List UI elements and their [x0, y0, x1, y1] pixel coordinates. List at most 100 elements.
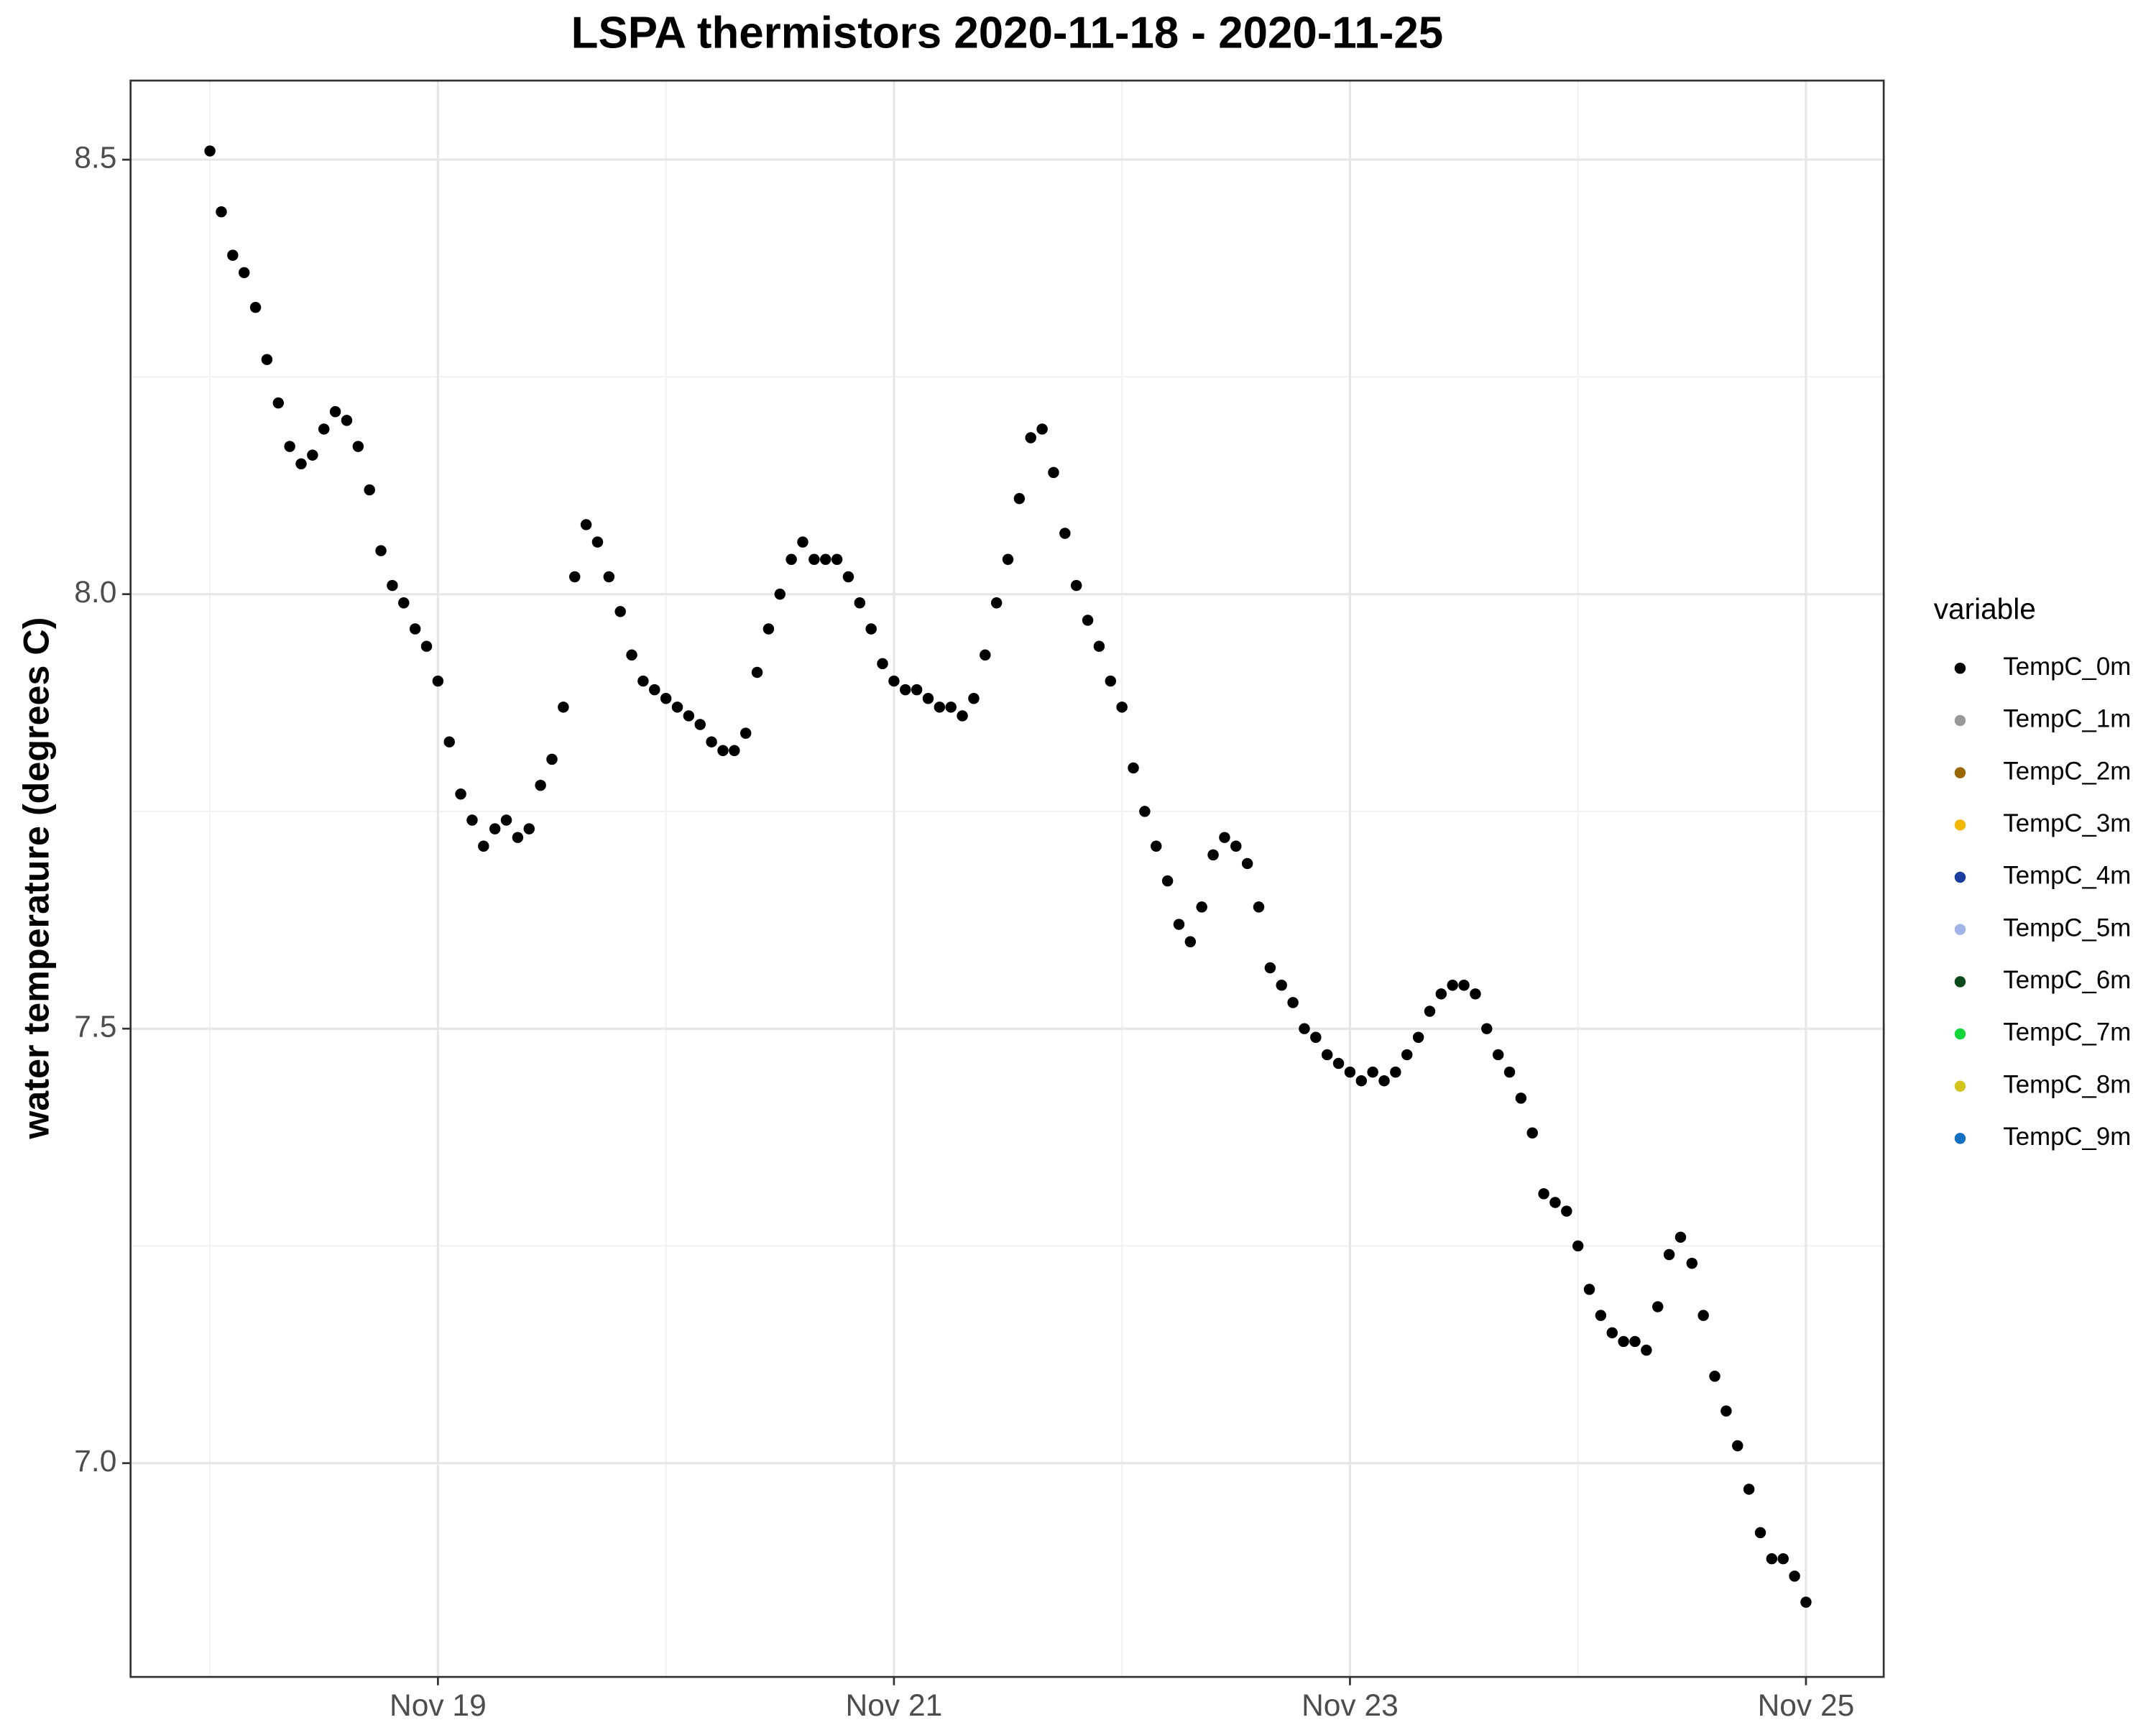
data-point	[398, 597, 410, 609]
x-tick-label: Nov 21	[846, 1689, 943, 1723]
data-point	[364, 484, 375, 496]
data-point	[865, 623, 877, 635]
data-point	[216, 206, 227, 218]
data-point	[1412, 1031, 1424, 1043]
legend-label: TempC_9m	[2003, 1123, 2131, 1151]
legend-marker	[1954, 976, 1966, 988]
data-point	[1515, 1092, 1527, 1104]
data-point	[1606, 1327, 1618, 1339]
data-point	[1435, 988, 1447, 1000]
data-point	[1116, 702, 1128, 713]
data-point	[227, 249, 239, 261]
data-point	[1013, 492, 1026, 505]
data-point	[888, 675, 900, 687]
data-point	[1207, 849, 1219, 861]
data-point	[1503, 1066, 1516, 1078]
data-point	[1378, 1075, 1390, 1087]
data-point	[1196, 901, 1207, 913]
data-point	[922, 693, 934, 704]
data-point	[1401, 1049, 1413, 1061]
data-point	[990, 597, 1003, 609]
data-point	[249, 301, 262, 313]
legend-marker	[1954, 924, 1966, 935]
legend-label: TempC_6m	[2003, 967, 2131, 994]
legend-title: variable	[1934, 592, 2036, 625]
data-point	[1766, 1552, 1778, 1565]
data-point	[1367, 1066, 1378, 1078]
data-point	[1549, 1197, 1561, 1208]
data-point	[763, 623, 775, 635]
data-point	[683, 710, 695, 722]
legend-label: TempC_1m	[2003, 706, 2131, 733]
legend-label: TempC_5m	[2003, 914, 2131, 942]
data-point	[1789, 1570, 1800, 1582]
data-point	[261, 354, 273, 365]
data-point	[1128, 762, 1139, 774]
data-point	[740, 727, 752, 739]
y-tick-label: 8.0	[74, 576, 116, 610]
data-point	[1663, 1248, 1675, 1261]
legend-label: TempC_0m	[2003, 653, 2131, 681]
data-point	[512, 832, 524, 843]
legend-label: TempC_4m	[2003, 862, 2131, 890]
data-point	[352, 441, 364, 452]
data-point	[1720, 1405, 1732, 1417]
data-point	[1651, 1301, 1664, 1312]
y-axis-label: water temperature (degrees C)	[16, 617, 56, 1140]
data-point	[284, 441, 295, 452]
data-point	[387, 579, 398, 592]
data-point	[591, 536, 604, 548]
data-point	[603, 571, 615, 583]
x-tick-label: Nov 23	[1302, 1689, 1399, 1723]
data-point	[1048, 466, 1059, 479]
legend-marker	[1954, 1028, 1966, 1040]
data-point	[558, 702, 569, 713]
data-point	[626, 649, 637, 661]
plot-border	[129, 79, 1885, 1678]
data-point	[1184, 936, 1197, 948]
data-point	[1526, 1127, 1538, 1138]
data-point	[694, 719, 706, 730]
data-point	[1595, 1310, 1607, 1321]
data-point	[1572, 1240, 1584, 1252]
legend-label: TempC_3m	[2003, 810, 2131, 837]
data-point	[774, 588, 786, 600]
data-point	[1173, 919, 1185, 930]
data-point	[1629, 1335, 1641, 1348]
data-point	[318, 423, 330, 435]
data-point	[1777, 1552, 1789, 1565]
data-point	[420, 640, 433, 652]
data-point	[1390, 1066, 1401, 1078]
data-point	[1618, 1335, 1629, 1348]
data-point	[478, 840, 489, 852]
data-point	[729, 745, 740, 757]
data-point	[1070, 579, 1082, 592]
data-point	[1754, 1527, 1766, 1539]
data-point	[945, 702, 957, 713]
data-point	[1561, 1205, 1572, 1217]
data-point	[717, 745, 729, 757]
data-point	[1230, 840, 1242, 852]
data-point	[1447, 979, 1458, 991]
data-point	[1287, 997, 1299, 1008]
data-point	[1299, 1023, 1310, 1034]
data-point	[1424, 1006, 1436, 1017]
data-point	[1458, 979, 1470, 991]
data-point	[1036, 423, 1048, 435]
data-point	[489, 823, 501, 834]
legend-label: TempC_7m	[2003, 1019, 2131, 1046]
data-point	[911, 684, 923, 696]
data-point	[1697, 1310, 1709, 1321]
data-point	[1082, 615, 1094, 626]
data-point	[1321, 1049, 1333, 1061]
data-point	[819, 553, 831, 566]
data-point	[831, 553, 843, 566]
data-point	[432, 675, 444, 687]
data-point	[204, 145, 216, 157]
data-point	[500, 814, 512, 826]
data-point	[535, 779, 546, 791]
legend-marker	[1954, 1133, 1966, 1144]
data-point	[1093, 640, 1105, 652]
data-point	[660, 693, 672, 704]
